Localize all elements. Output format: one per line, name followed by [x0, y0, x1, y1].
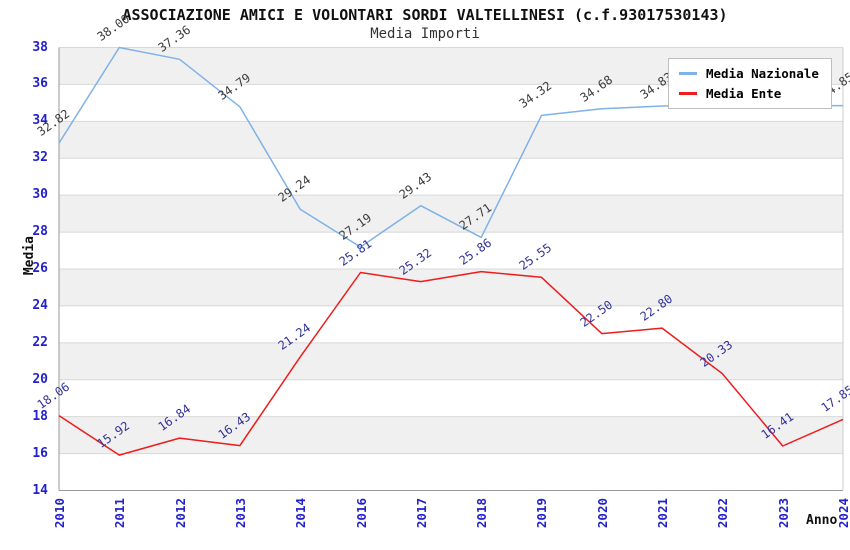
legend-swatch-nazionale-icon: [679, 72, 697, 75]
y-axis-title: Media: [22, 236, 37, 276]
chart-title: ASSOCIAZIONE AMICI E VOLONTARI SORDI VAL…: [122, 6, 728, 24]
plot-band: [59, 342, 843, 380]
plot-band: [59, 305, 843, 343]
legend-label-media-nazionale: Media Nazionale: [706, 66, 819, 81]
plot-band: [59, 453, 843, 491]
plot-band: [59, 416, 843, 454]
series-line-media-ente: [58, 270, 844, 456]
legend-item-media-nazionale: Media Nazionale: [679, 66, 819, 81]
plot-band: [59, 379, 843, 417]
plot-band: [59, 158, 843, 196]
plot-band: [59, 121, 843, 159]
legend-item-media-ente: Media Ente: [679, 86, 819, 101]
plot-band: [59, 269, 843, 306]
chart-subtitle: Media Importi: [370, 26, 480, 42]
legend-label-media-ente: Media Ente: [706, 86, 782, 101]
legend: Media Nazionale Media Ente: [668, 58, 832, 109]
x-axis-title: Anno: [806, 513, 838, 528]
plot-band: [59, 195, 843, 233]
legend-swatch-ente-icon: [679, 92, 697, 95]
plot-band: [59, 232, 843, 269]
